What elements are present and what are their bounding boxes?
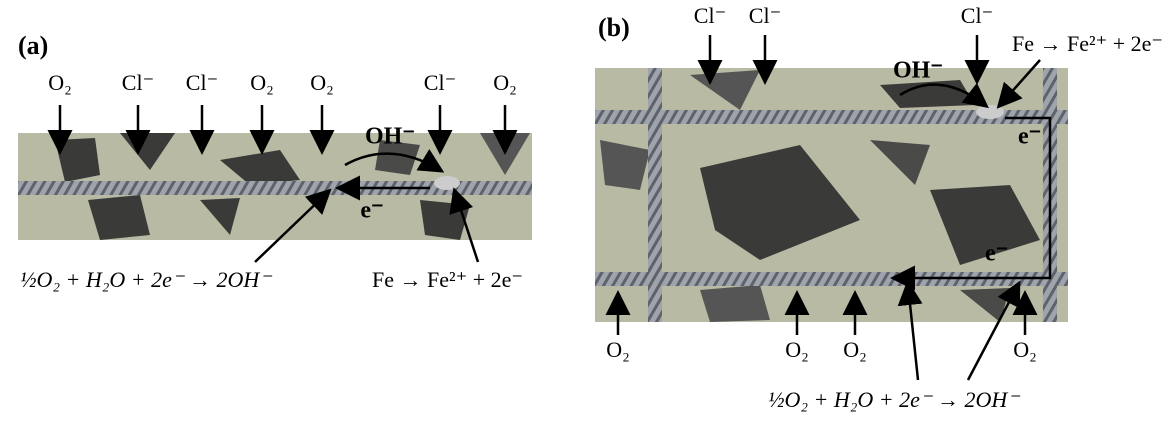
- anodic-reaction: Fe → Fe²⁺ + 2e⁻: [1012, 31, 1163, 56]
- rebar: [648, 68, 662, 322]
- figure: (a) O₂ Cl⁻ Cl⁻ O₂ O₂ Cl⁻ O₂ OH⁻ e⁻ ½O₂ +…: [0, 0, 1173, 427]
- hydroxide: OH⁻: [365, 124, 415, 150]
- species: Cl⁻: [694, 3, 726, 28]
- cathodic-reaction: ½O₂ + H₂O + 2e⁻ → 2OH⁻: [20, 267, 273, 292]
- species: O₂: [1013, 337, 1037, 362]
- species: Cl⁻: [961, 3, 993, 28]
- cathodic-reaction: ½O₂ + H₂O + 2e⁻ → 2OH⁻: [768, 387, 1021, 412]
- species: O₂: [785, 337, 809, 362]
- panel-b: (b) Cl⁻ Cl⁻ Cl⁻ Fe → Fe²⁺ + 2e⁻ OH⁻ e⁻ e…: [595, 3, 1163, 412]
- species: O₂: [843, 337, 867, 362]
- panel-label: (a): [18, 31, 48, 60]
- hydroxide: OH⁻: [893, 58, 943, 84]
- pit: [976, 105, 1004, 119]
- anodic-reaction: Fe → Fe²⁺ + 2e⁻: [372, 267, 523, 292]
- electron: e⁻: [1018, 124, 1041, 150]
- species: O₂: [493, 70, 517, 95]
- species: O₂: [48, 70, 72, 95]
- species: O₂: [606, 337, 630, 362]
- electron: e⁻: [360, 198, 383, 224]
- species: Cl⁻: [749, 3, 781, 28]
- species: Cl⁻: [424, 70, 456, 95]
- panel-a: (a) O₂ Cl⁻ Cl⁻ O₂ O₂ Cl⁻ O₂ OH⁻ e⁻ ½O₂ +…: [18, 31, 532, 292]
- species: Cl⁻: [186, 70, 218, 95]
- species: Cl⁻: [122, 70, 154, 95]
- species: O₂: [250, 70, 274, 95]
- pit: [434, 176, 460, 190]
- panel-label: (b): [598, 13, 630, 42]
- electron: e⁻: [985, 241, 1008, 267]
- species: O₂: [310, 70, 334, 95]
